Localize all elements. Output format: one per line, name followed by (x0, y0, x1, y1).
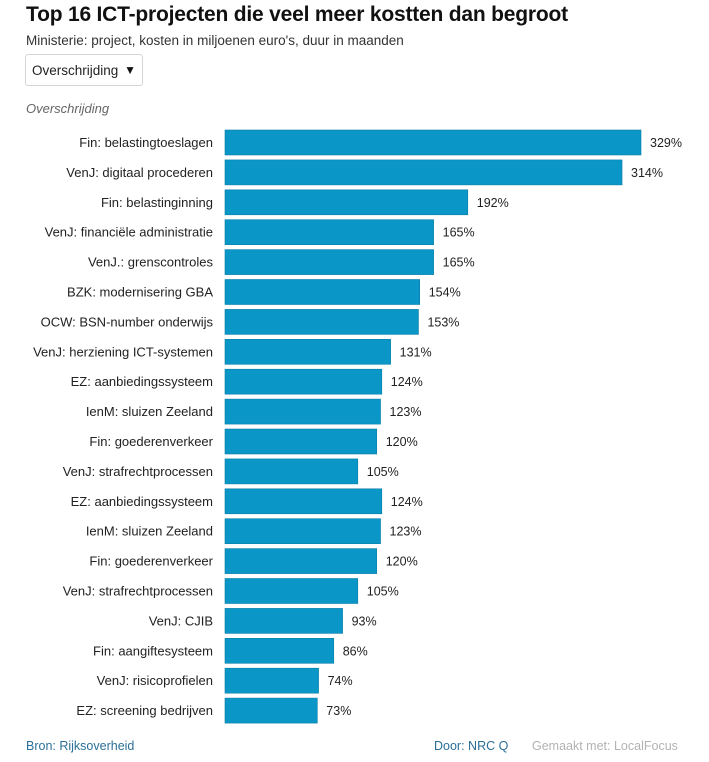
category-label: EZ: screening bedrijven (76, 703, 213, 718)
bar[interactable] (224, 398, 381, 425)
value-label: 74% (328, 674, 353, 688)
value-label: 93% (352, 614, 377, 628)
bar[interactable] (224, 637, 335, 664)
category-label: VenJ: herziening ICT-systemen (33, 344, 213, 359)
category-label: Fin: aangiftesysteem (93, 643, 213, 658)
bar[interactable] (224, 368, 383, 395)
value-label: 120% (386, 555, 418, 569)
bar[interactable] (224, 309, 419, 335)
bar[interactable] (224, 428, 378, 455)
value-label: 329% (650, 136, 682, 150)
value-label: 131% (400, 345, 432, 359)
bar[interactable] (224, 189, 469, 216)
value-label: 192% (477, 196, 509, 210)
value-label: 124% (391, 495, 423, 509)
chart-subtitle: Ministerie: project, kosten in miljoenen… (26, 33, 404, 48)
value-label: 314% (631, 166, 663, 180)
bar[interactable] (224, 697, 318, 724)
value-label: 154% (429, 286, 461, 300)
category-label: VenJ: CJIB (149, 613, 213, 628)
category-label: VenJ: strafrechtprocessen (63, 584, 213, 599)
category-label: VenJ: digitaal procederen (66, 165, 213, 180)
bar[interactable] (224, 518, 381, 545)
bar[interactable] (224, 488, 383, 515)
value-label: 153% (427, 315, 459, 329)
category-label: VenJ: financiële administratie (45, 225, 213, 240)
bar[interactable] (224, 279, 421, 305)
bar[interactable] (224, 249, 434, 275)
value-label: 123% (390, 405, 422, 419)
category-label: IenM: sluizen Zeeland (86, 524, 213, 539)
chart-title: Top 16 ICT-projecten die veel meer kostt… (26, 3, 568, 26)
value-label: 86% (343, 644, 368, 658)
source-link[interactable]: Bron: Rijksoverheid (26, 739, 135, 753)
bar[interactable] (224, 548, 378, 574)
value-label: 120% (386, 435, 418, 449)
category-label: EZ: aanbiedingssysteem (71, 494, 213, 509)
category-label: Fin: belastingtoeslagen (79, 135, 213, 150)
value-label: 165% (443, 226, 475, 240)
dropdown-selected-value: Overschrijding (32, 62, 119, 78)
bar[interactable] (224, 338, 391, 365)
value-axis-label: Overschrijding (26, 101, 110, 116)
value-label: 123% (390, 525, 422, 539)
category-label: Fin: goederenverkeer (89, 434, 213, 449)
bar-chart: Fin: belastingtoeslagen 329% VenJ: digitaa… (33, 129, 682, 724)
category-label: VenJ: strafrechtprocessen (63, 464, 213, 479)
bar[interactable] (224, 219, 434, 245)
category-label: IenM: sluizen Zeeland (86, 404, 213, 419)
category-label: VenJ: risicoprofielen (97, 673, 213, 688)
value-label: 165% (443, 256, 475, 270)
category-label: EZ: aanbiedingssysteem (71, 374, 213, 389)
bar[interactable] (224, 578, 359, 604)
category-label: Fin: belastinginning (101, 195, 213, 210)
byline-link[interactable]: Door: NRC Q (434, 739, 509, 753)
category-label: BZK: modernisering GBA (67, 285, 213, 300)
bar[interactable] (224, 667, 319, 694)
metric-dropdown[interactable]: Overschrijding ▼ (25, 54, 143, 86)
bar[interactable] (224, 608, 343, 634)
value-label: 73% (326, 704, 351, 718)
category-label: OCW: BSN-number onderwijs (41, 314, 214, 329)
category-label: Fin: goederenverkeer (89, 554, 213, 569)
made-with-link[interactable]: Gemaakt met: LocalFocus (532, 739, 678, 753)
value-label: 105% (367, 465, 399, 479)
bar[interactable] (224, 159, 623, 186)
category-label: VenJ.: grenscontroles (88, 255, 214, 270)
bar[interactable] (224, 129, 642, 156)
caret-down-icon: ▼ (124, 63, 136, 77)
value-label: 124% (391, 375, 423, 389)
value-label: 105% (367, 585, 399, 599)
bar[interactable] (224, 458, 359, 485)
